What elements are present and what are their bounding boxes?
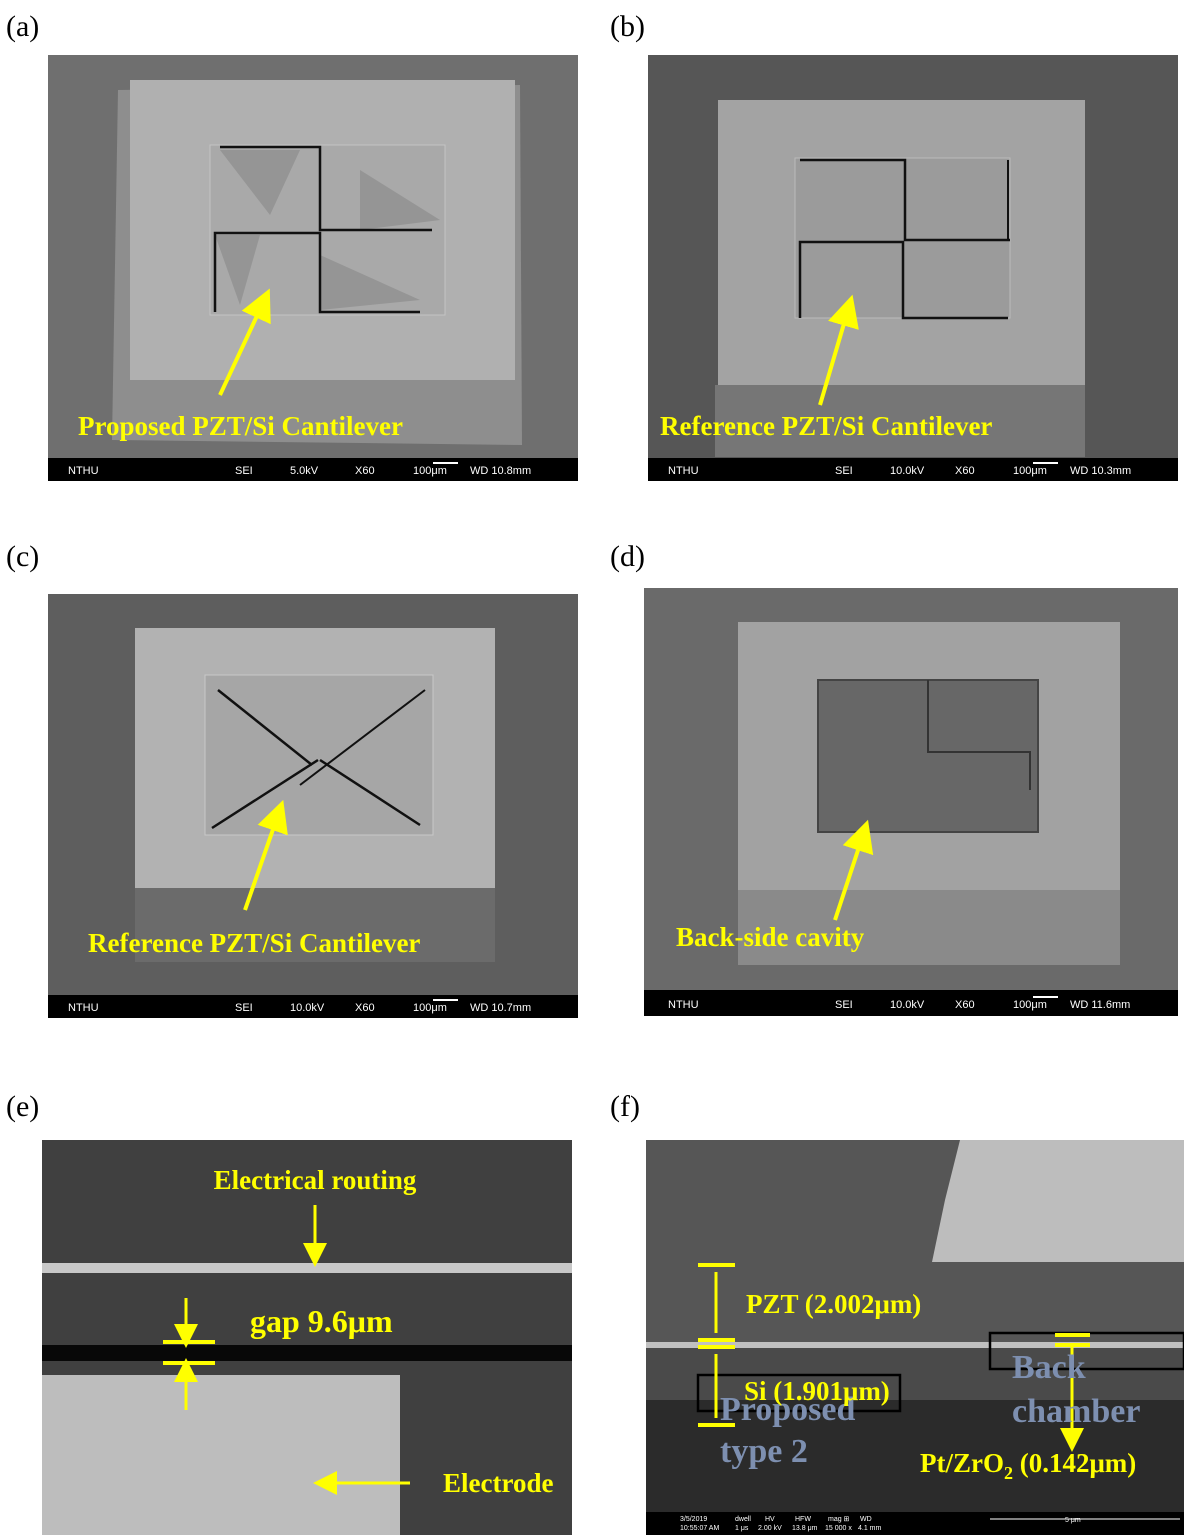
info-text: mag ⊞ xyxy=(828,1516,850,1523)
info-text: 2.00 kV xyxy=(758,1525,782,1532)
annotation: PZT (2.002μm) xyxy=(746,1289,921,1319)
scale-bar-text: NTHU xyxy=(668,999,699,1011)
panel-a: Proposed PZT/Si Cantilever xyxy=(48,55,578,481)
scale-bar-text: WD 10.7mm xyxy=(470,1002,531,1014)
info-text: 13.8 μm xyxy=(792,1525,818,1532)
annotation: chamber xyxy=(1012,1393,1140,1430)
scale-bar-text: 100μm xyxy=(413,1002,447,1014)
annotation: Proposed PZT/Si Cantilever xyxy=(78,411,403,441)
scale-bar-text: 10.0kV xyxy=(890,465,925,477)
annotation: Electrode xyxy=(443,1468,553,1498)
scale-bar-text: SEI xyxy=(235,465,253,477)
info-text: 5 μm xyxy=(1065,1517,1081,1524)
info-text: HFW xyxy=(795,1516,811,1523)
panel-label: (d) xyxy=(610,540,645,573)
annotation: Electrical routing xyxy=(214,1165,417,1195)
scale-bar-text: 10.0kV xyxy=(290,1002,325,1014)
annotation: type 2 xyxy=(720,1433,808,1470)
scale-bar-text: NTHU xyxy=(68,1002,99,1014)
scale-bar-text: 100μm xyxy=(1013,465,1047,477)
panel-c: Reference PZT/Si Cantilever xyxy=(48,594,578,1018)
annotation: Reference PZT/Si Cantilever xyxy=(660,411,992,441)
scale-bar-text: 100μm xyxy=(413,465,447,477)
panel-b: Reference PZT/Si Cantilever xyxy=(648,55,1178,481)
figure: (a) (b) (c) (d) (e) (f) Proposed PZT/Si … xyxy=(0,0,1184,1535)
scale-bar-text: NTHU xyxy=(68,465,99,477)
annotation: Pt/ZrO2 (0.142μm) xyxy=(920,1448,1136,1483)
scale-bar-text: X60 xyxy=(955,465,975,477)
scale-bar-text: 10.0kV xyxy=(890,999,925,1011)
scale-bar-text: WD 11.6mm xyxy=(1070,999,1130,1011)
annotation: Reference PZT/Si Cantilever xyxy=(88,928,420,958)
info-text: 1 μs xyxy=(735,1525,749,1532)
scale-bar-text: X60 xyxy=(355,465,375,477)
panel-e: Electrical routing gap 9.6μm Electrode xyxy=(42,1140,572,1535)
annotation: Back-side cavity xyxy=(676,922,865,952)
annotation: gap 9.6μm xyxy=(250,1303,393,1339)
panel-d: Back-side cavity xyxy=(644,588,1178,1016)
info-text: 4.1 mm xyxy=(858,1525,882,1532)
scale-bar-text: SEI xyxy=(835,465,853,477)
panel-label: (c) xyxy=(6,540,39,573)
scale-bar-text: X60 xyxy=(955,999,975,1011)
info-text: dwell xyxy=(735,1516,751,1523)
info-text: 3/5/2019 xyxy=(680,1516,707,1523)
scale-bar-text: NTHU xyxy=(668,465,699,477)
info-text: 15 000 x xyxy=(825,1525,852,1532)
scale-bar-text: X60 xyxy=(355,1002,375,1014)
scale-bar-text: SEI xyxy=(835,999,853,1011)
scale-bar-text: SEI xyxy=(235,1002,253,1014)
panel-label: (b) xyxy=(610,10,645,43)
scale-bar-text: 5.0kV xyxy=(290,465,319,477)
panel-label: (f) xyxy=(610,1090,640,1123)
panel-label: (a) xyxy=(6,10,39,43)
annotation: Si (1.901μm) xyxy=(744,1376,890,1406)
panel-label: (e) xyxy=(6,1090,39,1123)
annotation: Back xyxy=(1012,1349,1086,1386)
info-text: HV xyxy=(765,1516,775,1523)
scale-bar-text: WD 10.8mm xyxy=(470,465,531,477)
scale-bar-text: 100μm xyxy=(1013,999,1047,1011)
scale-bar-text: WD 10.3mm xyxy=(1070,465,1131,477)
info-text: 10:55:07 AM xyxy=(680,1525,719,1532)
info-text: WD xyxy=(860,1516,872,1523)
panel-f: Proposed type 2 Back chamber PZT (2.002μ… xyxy=(646,1140,1184,1535)
